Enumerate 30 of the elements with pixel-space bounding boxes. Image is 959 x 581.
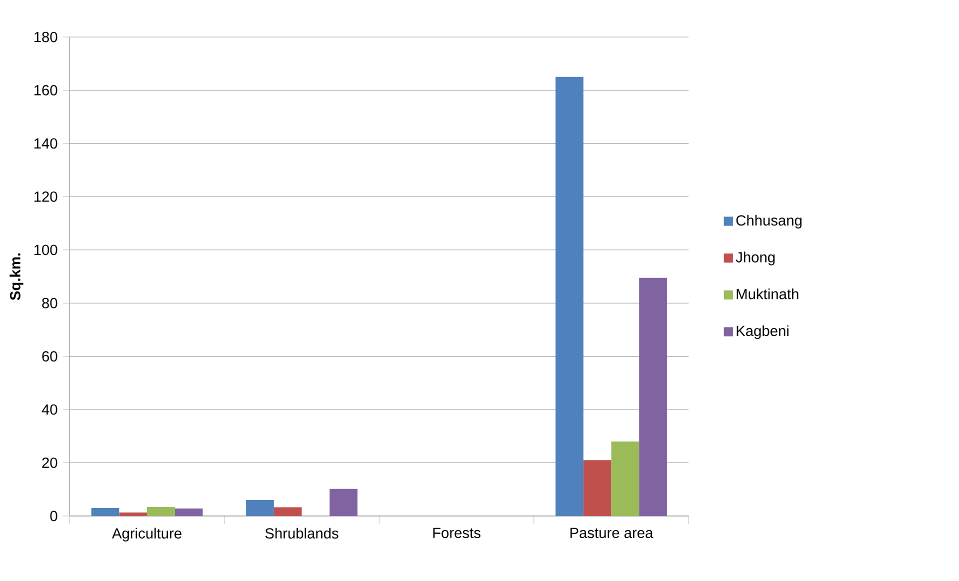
bar (147, 506, 175, 516)
legend-label: Muktinath (736, 288, 798, 300)
y-tick-label: 0 (50, 510, 58, 522)
y-tick-label: 20 (42, 458, 58, 468)
bar (246, 500, 274, 516)
y-tick-label: 120 (34, 191, 58, 202)
bar (611, 441, 640, 516)
x-tick-label: Forests (433, 528, 480, 538)
y-tick-label: 80 (42, 298, 58, 308)
bar (119, 512, 148, 516)
bar (583, 460, 612, 516)
y-tick-label: 160 (34, 85, 58, 96)
bar (274, 507, 302, 516)
y-tick-label: 100 (34, 244, 58, 256)
y-tick-label: 140 (34, 138, 58, 149)
bar (639, 278, 667, 516)
x-tick-label: Shrublands (265, 528, 338, 539)
y-tick-label: 60 (42, 351, 58, 362)
legend-label: Chhusang (736, 214, 802, 228)
y-tick-label: 180 (34, 32, 58, 42)
bar (91, 508, 120, 516)
legend-label: Kagbeni (736, 325, 788, 339)
y-axis-title: Sq.km. (10, 253, 24, 300)
bar (556, 76, 584, 516)
y-tick-label: 40 (42, 404, 58, 415)
x-tick-label: Agriculture (112, 528, 182, 542)
legend-label: Jhong (736, 252, 775, 266)
bar (330, 488, 358, 516)
bar (174, 508, 203, 516)
x-tick-label: Pasture area (570, 528, 654, 538)
